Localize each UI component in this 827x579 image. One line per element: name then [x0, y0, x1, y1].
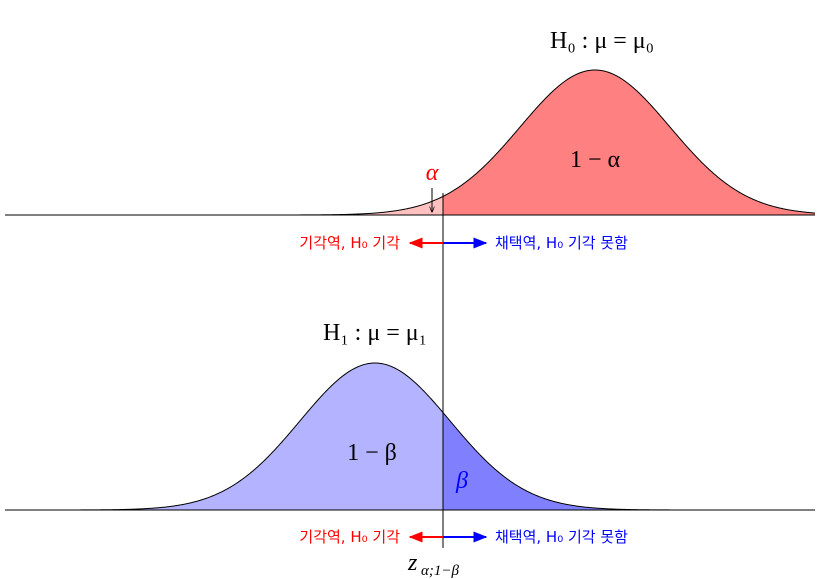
area-label: 1 − α	[570, 147, 621, 173]
accept-label: 채택역, H₀ 기각 못함	[495, 234, 628, 252]
critical-symbol: z	[407, 550, 418, 576]
critical-subscript: α;1−β	[421, 563, 459, 579]
hypothesis-label: H₁ : μ = μ₁	[323, 320, 427, 346]
area-label: 1 − β	[347, 440, 397, 466]
reject-label: 기각역, H₀ 기각	[299, 528, 400, 546]
beta-region	[443, 412, 815, 510]
alpha-region	[5, 196, 443, 215]
reject-label: 기각역, H₀ 기각	[299, 234, 400, 252]
hypothesis-label: H₀ : μ = μ₀	[550, 28, 654, 54]
accept-region	[443, 70, 815, 215]
accept-label: 채택역, H₀ 기각 못함	[495, 528, 628, 546]
tail-label: β	[455, 468, 468, 494]
tail-label: α	[426, 160, 439, 186]
power-region	[5, 363, 443, 510]
